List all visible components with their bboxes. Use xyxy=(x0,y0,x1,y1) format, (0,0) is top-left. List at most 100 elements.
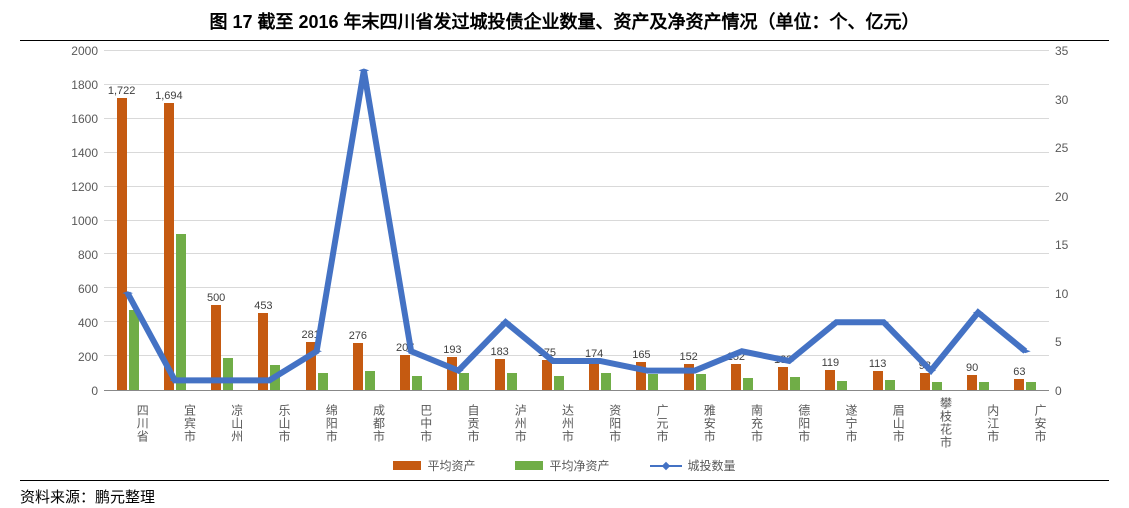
plot-wrap: 2000180016001400120010008006004002000 1,… xyxy=(60,51,1079,391)
legend-label-line: 城投数量 xyxy=(688,457,736,474)
chart-title: 图 17 截至 2016 年末四川省发过城投债企业数量、资产及净资产情况（单位：… xyxy=(20,8,1109,41)
bar-avg-asset: 175 xyxy=(542,360,552,390)
bar-value-label: 133 xyxy=(774,354,792,366)
category-group: 165 xyxy=(624,51,671,390)
bar-value-label: 453 xyxy=(254,300,272,312)
category-group: 174 xyxy=(577,51,624,390)
bar-avg-asset: 113 xyxy=(873,371,883,390)
bar-avg-asset: 193 xyxy=(447,357,457,390)
y-axis-left: 2000180016001400120010008006004002000 xyxy=(60,51,104,391)
category-group: 1,722 xyxy=(104,51,151,390)
x-axis-label: 广安市 xyxy=(1002,395,1049,451)
bar-avg-net-asset xyxy=(318,373,328,390)
bar-avg-asset: 500 xyxy=(211,305,221,390)
x-axis-label: 成都市 xyxy=(340,395,387,451)
legend-swatch-line xyxy=(650,465,682,467)
bar-avg-net-asset xyxy=(885,380,895,390)
category-group: 90 xyxy=(955,51,1002,390)
bar-value-label: 113 xyxy=(869,358,887,370)
source-text: 资料来源：鹏元整理 xyxy=(20,480,1109,507)
category-group: 98 xyxy=(907,51,954,390)
bar-avg-asset: 90 xyxy=(967,375,977,390)
bar-avg-asset: 119 xyxy=(825,370,835,390)
bar-avg-asset: 453 xyxy=(258,313,268,390)
category-group: 175 xyxy=(529,51,576,390)
x-axis-label: 凉山州 xyxy=(199,395,246,451)
bar-value-label: 152 xyxy=(679,351,697,363)
category-group: 63 xyxy=(1002,51,1049,390)
bar-avg-net-asset xyxy=(790,377,800,390)
chart-area: 2000180016001400120010008006004002000 1,… xyxy=(20,51,1109,474)
x-axis-label: 宜宾市 xyxy=(151,395,198,451)
x-axis-label: 广元市 xyxy=(624,395,671,451)
bar-avg-net-asset xyxy=(129,310,139,390)
x-axis-label: 乐山市 xyxy=(246,395,293,451)
bar-avg-asset: 174 xyxy=(589,361,599,390)
bar-value-label: 183 xyxy=(490,346,508,358)
category-group: 1,694 xyxy=(151,51,198,390)
x-axis-label: 内江市 xyxy=(955,395,1002,451)
bar-avg-net-asset xyxy=(507,373,517,390)
bar-avg-asset: 165 xyxy=(636,362,646,390)
bar-value-label: 276 xyxy=(349,330,367,342)
legend-swatch-bar2 xyxy=(515,461,543,470)
x-axis-label: 南充市 xyxy=(718,395,765,451)
legend-label-bar1: 平均资产 xyxy=(427,457,475,474)
bar-avg-net-asset xyxy=(648,374,658,390)
bar-avg-asset: 276 xyxy=(353,343,363,390)
bar-avg-asset: 1,694 xyxy=(164,103,174,390)
category-group: 276 xyxy=(340,51,387,390)
bar-avg-asset: 152 xyxy=(684,364,694,390)
category-group: 183 xyxy=(482,51,529,390)
bars-layer: 1,722 1,694 500 453 281 276 207 193 183 175 174 165… xyxy=(104,51,1049,390)
bar-avg-net-asset xyxy=(270,365,280,390)
x-axis-label: 巴中市 xyxy=(388,395,435,451)
category-group: 207 xyxy=(388,51,435,390)
bar-avg-asset: 207 xyxy=(400,355,410,390)
bar-avg-asset: 1,722 xyxy=(117,98,127,390)
category-group: 500 xyxy=(199,51,246,390)
bar-value-label: 165 xyxy=(632,349,650,361)
bar-avg-net-asset xyxy=(176,234,186,390)
plot: 1,722 1,694 500 453 281 276 207 193 183 175 174 165… xyxy=(104,51,1049,391)
x-axis-label: 眉山市 xyxy=(860,395,907,451)
x-axis-label: 资阳市 xyxy=(577,395,624,451)
bar-avg-net-asset xyxy=(601,373,611,390)
category-group: 193 xyxy=(435,51,482,390)
bar-value-label: 175 xyxy=(538,347,556,359)
bar-value-label: 1,722 xyxy=(108,85,136,97)
bar-avg-net-asset xyxy=(932,382,942,390)
x-axis-label: 遂宁市 xyxy=(813,395,860,451)
bar-avg-asset: 183 xyxy=(495,359,505,390)
x-axis-label: 绵阳市 xyxy=(293,395,340,451)
bar-avg-net-asset xyxy=(837,381,847,390)
bar-value-label: 174 xyxy=(585,348,603,360)
category-group: 113 xyxy=(860,51,907,390)
x-axis-label: 自贡市 xyxy=(435,395,482,451)
category-group: 133 xyxy=(766,51,813,390)
bar-value-label: 207 xyxy=(396,342,414,354)
bar-avg-net-asset xyxy=(365,371,375,390)
x-axis-label: 泸州市 xyxy=(482,395,529,451)
figure-container: 图 17 截至 2016 年末四川省发过城投债企业数量、资产及净资产情况（单位：… xyxy=(0,0,1129,508)
legend-swatch-bar1 xyxy=(393,461,421,470)
legend: 平均资产 平均净资产 城投数量 xyxy=(20,457,1109,474)
x-axis-label: 攀枝花市 xyxy=(907,395,954,451)
bar-avg-net-asset xyxy=(412,376,422,390)
category-group: 281 xyxy=(293,51,340,390)
legend-label-bar2: 平均净资产 xyxy=(549,457,609,474)
bar-avg-asset: 152 xyxy=(731,364,741,390)
x-axis-label: 四川省 xyxy=(104,395,151,451)
y-axis-right: 35302520151050 xyxy=(1049,51,1079,391)
bar-avg-asset: 133 xyxy=(778,367,788,390)
bar-value-label: 500 xyxy=(207,292,225,304)
bar-avg-net-asset xyxy=(554,376,564,390)
bar-avg-net-asset xyxy=(743,378,753,390)
bar-value-label: 90 xyxy=(966,362,978,374)
bar-avg-asset: 98 xyxy=(920,373,930,390)
bar-avg-net-asset xyxy=(223,358,233,390)
bar-value-label: 98 xyxy=(919,360,931,372)
bar-avg-net-asset xyxy=(459,373,469,390)
bar-value-label: 152 xyxy=(727,351,745,363)
bar-value-label: 63 xyxy=(1013,366,1025,378)
